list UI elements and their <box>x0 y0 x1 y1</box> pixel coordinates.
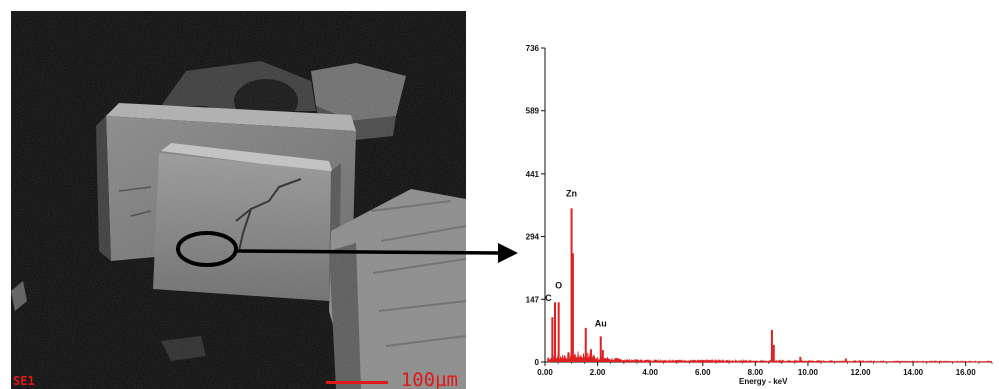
x-tick-label: 6.00 <box>695 368 711 377</box>
y-tick-label: 589 <box>526 107 540 116</box>
scale-bar-label: 100µm <box>400 369 458 389</box>
analysis-region-marker <box>176 231 238 267</box>
peak-label-o: O <box>555 280 562 290</box>
x-tick-label: 14.00 <box>903 368 924 377</box>
y-tick-label: 441 <box>526 170 540 179</box>
sem-image <box>11 11 466 389</box>
y-tick-label: 147 <box>526 295 540 304</box>
spectrum-background <box>547 351 993 364</box>
peak-label-au: Au <box>595 318 607 328</box>
y-tick-label: 0 <box>535 358 540 367</box>
x-axis-title: Energy - keV <box>739 377 788 386</box>
spectrum-plot: 0 147 294 441 589 736 0.00 2.00 4.00 6.00 8.00 10.0… <box>526 44 993 386</box>
x-tick-label: 8.00 <box>748 368 764 377</box>
x-tick-label: 0.00 <box>537 368 553 377</box>
x-tick-label: 12.00 <box>851 368 872 377</box>
x-tick-label: 4.00 <box>642 368 658 377</box>
x-tick-label: 16.00 <box>956 368 977 377</box>
y-tick-label: 294 <box>526 233 540 242</box>
detector-mode-label: SE1 <box>13 374 35 388</box>
sem-micrograph: SE1 100µm <box>11 11 466 389</box>
eds-spectrum-chart: 0 147 294 441 589 736 0.00 2.00 4.00 6.00 8.00 10.0… <box>470 0 999 389</box>
peak-label-zn: Zn <box>566 188 577 198</box>
scale-bar <box>326 381 388 384</box>
x-tick-label: 2.00 <box>590 368 606 377</box>
y-tick-label: 736 <box>526 44 540 53</box>
peak-label-c: C <box>545 293 552 303</box>
x-tick-label: 10.00 <box>798 368 819 377</box>
sem-noise <box>11 11 466 389</box>
